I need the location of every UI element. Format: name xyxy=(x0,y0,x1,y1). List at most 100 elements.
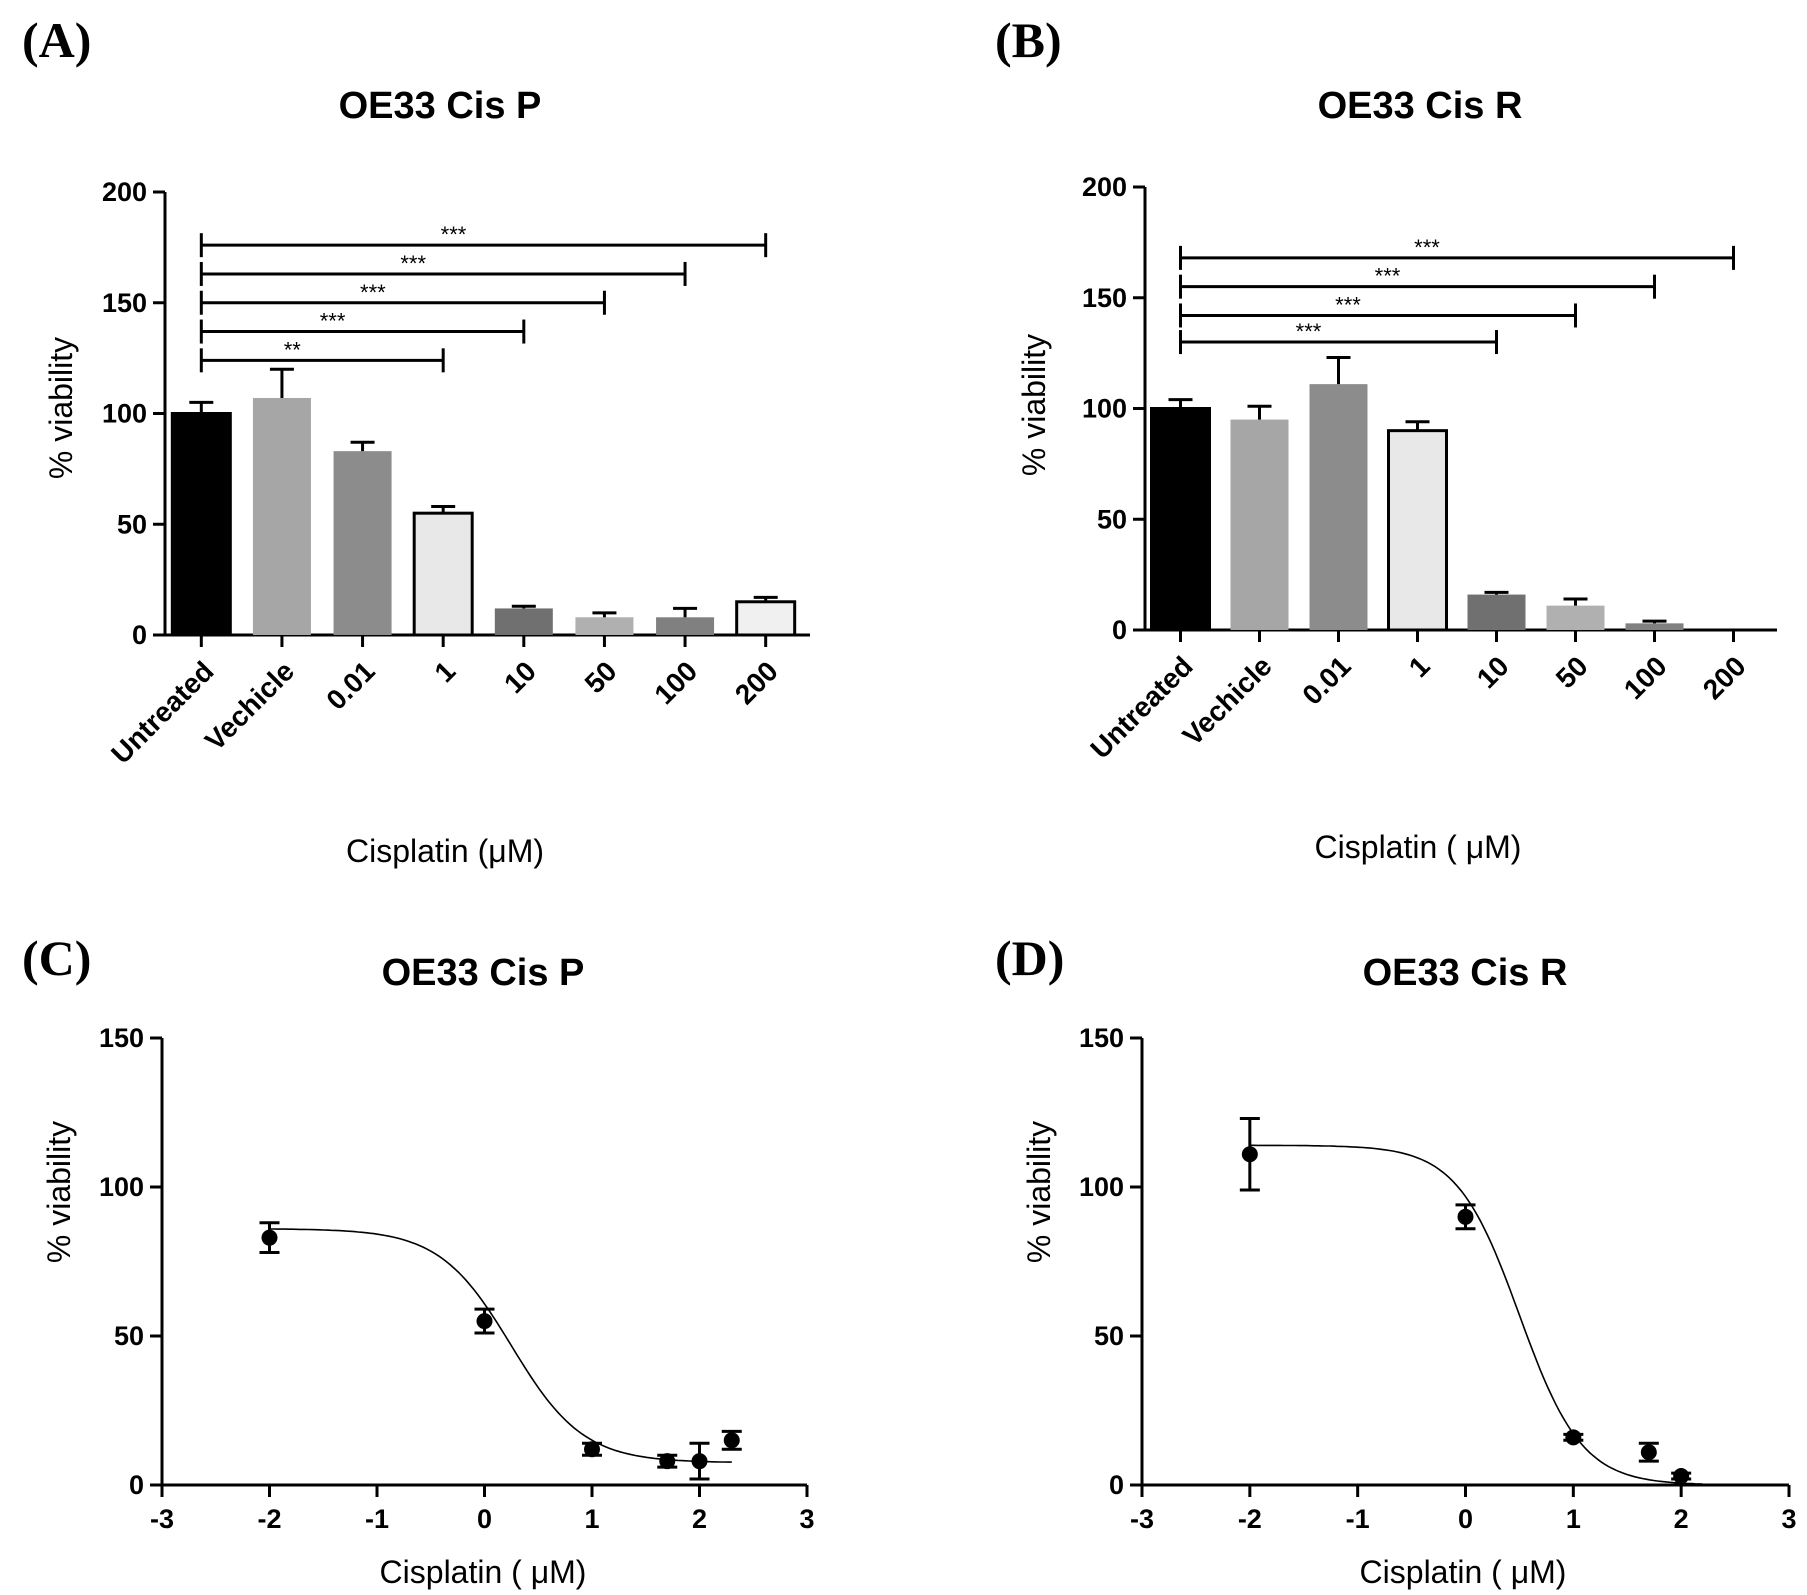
significance-label: *** xyxy=(1296,319,1322,344)
panel-b: (B) OE33 Cis R % viability Cisplatin ( μ… xyxy=(995,12,1777,865)
y-tick-label: 150 xyxy=(99,1023,144,1053)
x-tick-label: 100 xyxy=(1618,650,1673,705)
x-axis-title: Cisplatin ( μM) xyxy=(380,1554,587,1590)
bar xyxy=(412,511,474,637)
x-tick-label: 10 xyxy=(1471,650,1515,694)
bar xyxy=(575,617,634,635)
bar xyxy=(1150,407,1211,632)
bar xyxy=(170,412,232,637)
panel-letter: (A) xyxy=(22,12,91,68)
x-tick-label: -3 xyxy=(150,1504,174,1534)
y-tick-label: 200 xyxy=(102,177,147,207)
chart-title: OE33 Cis P xyxy=(382,952,585,994)
panel-letter: (B) xyxy=(995,12,1062,68)
x-tick-label: 10 xyxy=(498,655,542,699)
x-tick-label: 1 xyxy=(428,655,461,688)
x-tick-label: 0.01 xyxy=(1296,650,1356,710)
y-tick-label: 50 xyxy=(1094,1321,1124,1351)
data-point xyxy=(1241,1146,1258,1163)
panel-letter: (D) xyxy=(995,930,1064,986)
y-tick-label: 150 xyxy=(1082,283,1127,313)
bar xyxy=(1309,384,1368,630)
x-tick-label: Vechicle xyxy=(199,655,300,756)
y-axis-title: % viability xyxy=(1016,334,1052,476)
significance-label: *** xyxy=(1414,235,1440,260)
y-tick-label: 50 xyxy=(1097,504,1127,534)
bar xyxy=(494,608,553,635)
bar xyxy=(735,600,797,637)
x-tick-label: 1 xyxy=(1403,650,1436,683)
x-tick-label: 0 xyxy=(477,1504,492,1534)
x-tick-label: 50 xyxy=(1550,650,1594,694)
x-tick-label: 0 xyxy=(1458,1504,1473,1534)
x-tick-label: 200 xyxy=(729,655,784,710)
y-tick-label: 0 xyxy=(132,620,147,650)
bar xyxy=(333,451,392,635)
x-tick-label: 0.01 xyxy=(320,655,380,715)
x-tick-label: 1 xyxy=(584,1504,599,1534)
chart-title: OE33 Cis P xyxy=(339,85,542,127)
data-point xyxy=(691,1453,708,1470)
x-tick-label: -2 xyxy=(257,1504,281,1534)
x-tick-label: Untreated xyxy=(105,655,219,769)
x-tick-label: -3 xyxy=(1130,1504,1154,1534)
x-tick-label: Untreated xyxy=(1084,650,1198,764)
x-tick-label: 2 xyxy=(692,1504,707,1534)
panel-a: (A) OE33 Cis P % viability Cisplatin (μM… xyxy=(22,12,810,869)
y-tick-label: 0 xyxy=(1109,1470,1124,1500)
y-axis-title: % viability xyxy=(43,337,79,479)
bar xyxy=(1387,429,1448,632)
y-tick-label: 100 xyxy=(99,1172,144,1202)
data-point xyxy=(1673,1468,1690,1485)
y-tick-label: 150 xyxy=(1079,1023,1124,1053)
y-tick-label: 50 xyxy=(114,1321,144,1351)
y-axis-title: % viability xyxy=(41,1121,77,1263)
y-tick-label: 0 xyxy=(129,1470,144,1500)
data-point xyxy=(1565,1429,1582,1446)
bar xyxy=(1467,594,1526,630)
significance-label: *** xyxy=(1335,292,1361,317)
bar xyxy=(1546,605,1605,630)
panel-c: (C) OE33 Cis P % viability Cisplatin ( μ… xyxy=(22,930,815,1590)
x-axis-title: Cisplatin (μM) xyxy=(346,833,544,869)
y-tick-label: 100 xyxy=(1082,394,1127,424)
x-tick-label: -2 xyxy=(1238,1504,1262,1534)
plot-area: 0 50 100 150 -3 -2 -1 0 1 2 3 xyxy=(99,1023,815,1534)
y-tick-label: 100 xyxy=(1079,1172,1124,1202)
significance-label: *** xyxy=(441,222,467,247)
data-point xyxy=(261,1229,278,1246)
x-tick-label: 3 xyxy=(1781,1504,1796,1534)
x-tick-label: -1 xyxy=(1346,1504,1370,1534)
data-point xyxy=(476,1313,493,1330)
y-tick-label: 200 xyxy=(1082,172,1127,202)
x-tick-label: 3 xyxy=(799,1504,814,1534)
chart-title: OE33 Cis R xyxy=(1363,952,1568,994)
data-point xyxy=(659,1453,676,1470)
fit-curve xyxy=(269,1228,732,1463)
plot-area: 0 50 100 150 -3 -2 -1 0 1 2 3 xyxy=(1079,1023,1797,1534)
significance-label: *** xyxy=(1375,264,1401,289)
significance-label: *** xyxy=(320,309,346,334)
x-tick-label: 1 xyxy=(1566,1504,1581,1534)
data-point xyxy=(1457,1208,1474,1225)
x-tick-label: 2 xyxy=(1674,1504,1689,1534)
bar xyxy=(656,617,715,635)
panel-d: (D) OE33 Cis R % viability Cisplatin ( μ… xyxy=(995,930,1797,1590)
x-tick-label: 100 xyxy=(648,655,703,710)
y-axis-title: % viability xyxy=(1021,1121,1057,1263)
bar xyxy=(1625,623,1684,630)
data-point xyxy=(723,1432,740,1449)
data-point xyxy=(584,1441,600,1458)
fit-curve xyxy=(1249,1144,1703,1485)
chart-title: OE33 Cis R xyxy=(1318,85,1523,127)
x-axis-title: Cisplatin ( μM) xyxy=(1315,829,1522,865)
bar xyxy=(252,397,311,635)
data-point xyxy=(1640,1444,1657,1461)
x-axis-title: Cisplatin ( μM) xyxy=(1360,1554,1567,1590)
x-tick-label: 200 xyxy=(1697,650,1752,705)
y-tick-label: 150 xyxy=(102,288,147,318)
bar xyxy=(1230,419,1289,630)
